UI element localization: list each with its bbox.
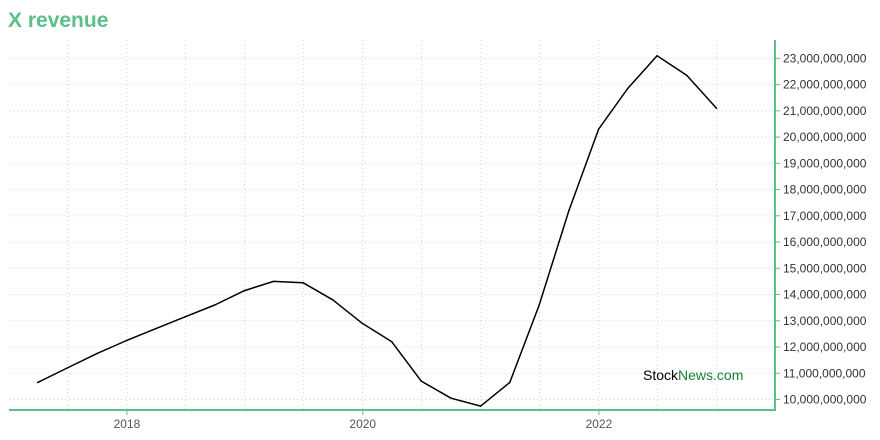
data-point bbox=[361, 322, 364, 325]
watermark-part-news: News.com bbox=[678, 367, 743, 383]
axes bbox=[9, 40, 780, 415]
watermark-part-stock: Stock bbox=[643, 367, 679, 383]
y-tick-label: 10,000,000,000 bbox=[783, 393, 867, 407]
x-tick-label: 2020 bbox=[349, 417, 376, 431]
data-point bbox=[154, 327, 157, 330]
data-point bbox=[213, 304, 216, 306]
y-tick-label: 17,000,000,000 bbox=[783, 209, 867, 223]
data-point bbox=[96, 352, 98, 355]
x-tick-labels: 2018 2020 2022 bbox=[114, 417, 613, 431]
y-tick-label: 14,000,000,000 bbox=[783, 288, 867, 302]
data-point bbox=[125, 339, 128, 342]
y-tick-label: 23,000,000,000 bbox=[783, 51, 867, 65]
data-point bbox=[538, 304, 540, 306]
y-tick-label: 21,000,000,000 bbox=[783, 104, 867, 118]
data-point bbox=[184, 316, 186, 318]
data-point bbox=[243, 289, 246, 292]
chart-title: X revenue bbox=[8, 9, 109, 32]
y-tick-label: 15,000,000,000 bbox=[783, 261, 867, 275]
data-point bbox=[66, 367, 68, 369]
data-point bbox=[479, 405, 482, 407]
y-tick-label: 18,000,000,000 bbox=[783, 183, 867, 197]
data-point bbox=[656, 54, 658, 57]
grid-lines bbox=[9, 40, 775, 410]
y-tick-label: 16,000,000,000 bbox=[783, 235, 867, 249]
data-point bbox=[391, 340, 393, 343]
data-point bbox=[508, 381, 511, 384]
data-point bbox=[568, 209, 570, 212]
y-tick-labels: 10,000,000,000 11,000,000,000 12,000,000,0… bbox=[783, 51, 867, 406]
y-tick-label: 11,000,000,000 bbox=[783, 366, 866, 380]
data-point bbox=[420, 380, 423, 382]
data-point bbox=[715, 107, 718, 110]
watermark: StockNews.com bbox=[643, 367, 743, 383]
x-tick-label: 2022 bbox=[586, 417, 613, 431]
data-point bbox=[686, 74, 688, 77]
series-line bbox=[37, 54, 718, 407]
data-point bbox=[272, 280, 275, 283]
data-point bbox=[626, 87, 629, 90]
data-point bbox=[597, 128, 600, 131]
y-tick-label: 12,000,000,000 bbox=[783, 340, 867, 354]
y-tick-label: 20,000,000,000 bbox=[783, 130, 867, 144]
y-tick-label: 13,000,000,000 bbox=[783, 314, 867, 328]
data-point bbox=[450, 397, 452, 399]
series-lines bbox=[36, 54, 718, 407]
data-point bbox=[36, 381, 39, 384]
x-tick-label: 2018 bbox=[114, 417, 141, 431]
y-tick-label: 19,000,000,000 bbox=[783, 156, 867, 170]
y-tick-label: 22,000,000,000 bbox=[783, 78, 867, 92]
data-point bbox=[331, 298, 334, 301]
data-point bbox=[302, 281, 304, 284]
